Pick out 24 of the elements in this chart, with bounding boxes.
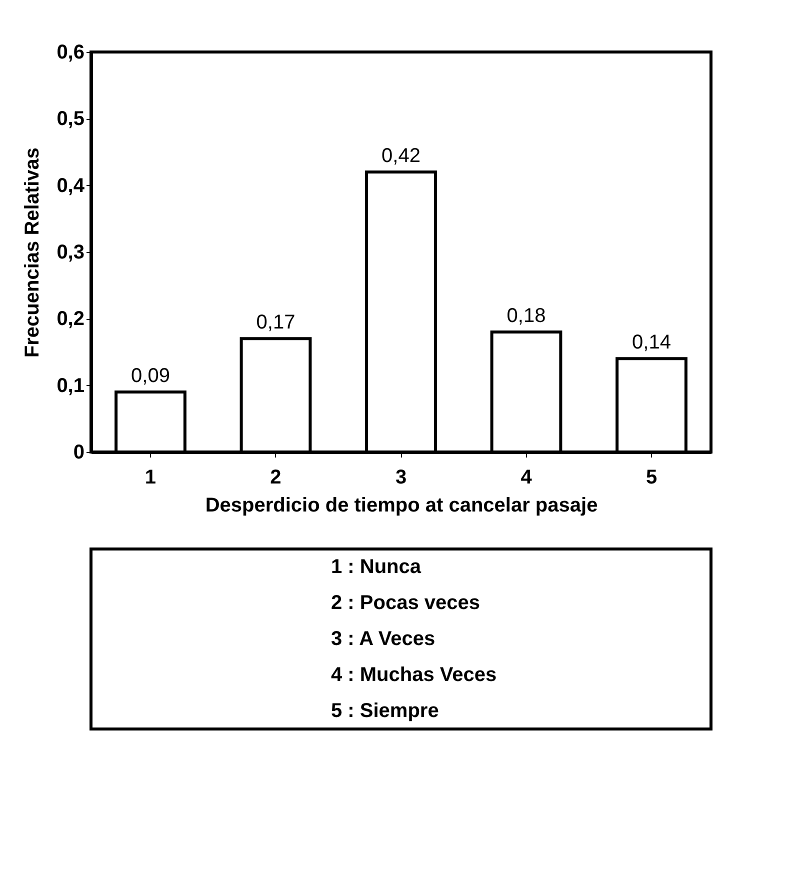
y-tick-label: 0,5 bbox=[56, 108, 84, 130]
x-tick-label: 3 bbox=[395, 466, 407, 488]
x-tick-label: 1 bbox=[144, 466, 156, 488]
y-tick-label: 0,2 bbox=[56, 308, 84, 330]
x-tick-label: 5 bbox=[646, 466, 658, 488]
y-tick-label: 0,6 bbox=[56, 42, 84, 64]
y-tick-label: 0 bbox=[73, 442, 84, 464]
text: 4 : Muchas Veces bbox=[331, 664, 497, 686]
data-label: 0,14 bbox=[632, 332, 671, 354]
text: 5 : Siempre bbox=[331, 700, 439, 722]
text: 3 : A Veces bbox=[331, 628, 436, 650]
x-tick-label: 2 bbox=[270, 466, 282, 488]
data-label: 0,17 bbox=[256, 312, 296, 334]
y-axis-title: Frecuencias Relativas bbox=[22, 147, 44, 358]
y-tick-label: 0,1 bbox=[56, 374, 84, 397]
x-tick-label: 4 bbox=[520, 466, 533, 488]
y-tick-label: 0,4 bbox=[56, 174, 86, 197]
data-label: 0,09 bbox=[131, 365, 170, 387]
text: 1 : Nunca bbox=[331, 556, 422, 578]
y-tick-label: 0,3 bbox=[56, 242, 84, 264]
data-label: 0,18 bbox=[506, 305, 546, 327]
x-axis-title: Desperdicio de tiempo at cancelar pasaje bbox=[205, 494, 598, 516]
text: 2 : Pocas veces bbox=[331, 592, 480, 614]
data-label: 0,42 bbox=[382, 145, 420, 167]
